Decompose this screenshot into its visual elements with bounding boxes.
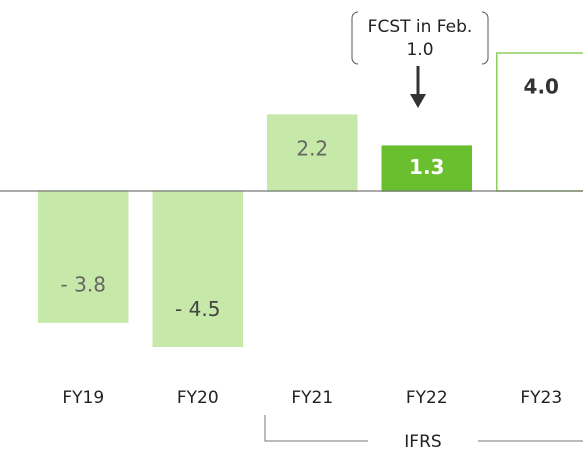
group-bracket	[264, 415, 368, 442]
bar	[38, 190, 129, 323]
x-tick-label: FY23	[520, 388, 562, 408]
annotation-value: 1.0	[406, 40, 433, 60]
value-label: 4.0	[524, 75, 559, 99]
annotation-text: FCST in Feb.	[368, 17, 473, 37]
bar	[152, 190, 243, 347]
bar	[267, 114, 358, 192]
value-label: 2.2	[296, 137, 328, 161]
annotation-box-mask	[358, 8, 482, 68]
annotation-arrowhead	[410, 94, 426, 108]
x-tick-label: FY19	[62, 388, 104, 408]
x-tick-label: FY20	[177, 388, 219, 408]
value-label: - 4.5	[175, 297, 220, 321]
bar	[496, 52, 583, 192]
x-tick-label: FY21	[291, 388, 333, 408]
value-label: - 3.8	[61, 273, 106, 297]
value-label: 1.3	[409, 155, 444, 179]
group-label: IFRS	[404, 432, 441, 452]
x-tick-label: FY22	[406, 388, 448, 408]
bar	[381, 145, 472, 192]
